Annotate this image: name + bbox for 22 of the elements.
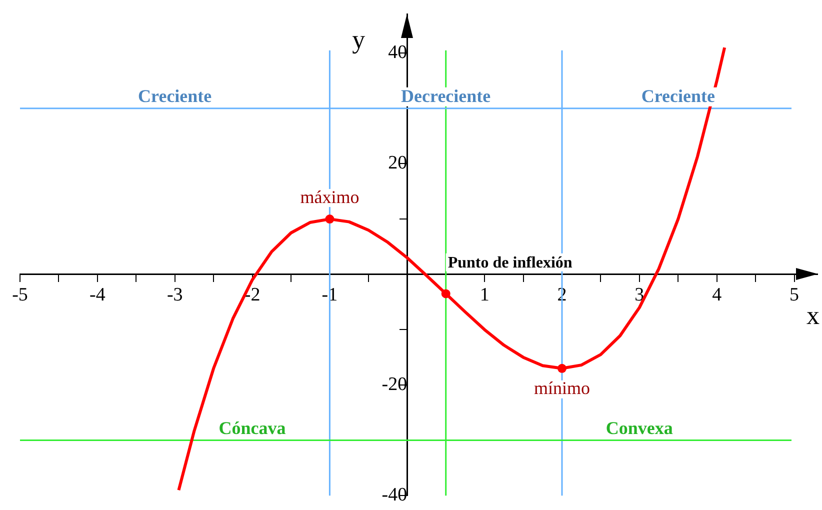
- y-tick-label: -40: [382, 484, 408, 506]
- annotation: Cóncava: [218, 418, 286, 438]
- annotation: Creciente: [641, 86, 715, 106]
- x-tick-label: 5: [790, 284, 800, 306]
- x-tick-label: -2: [244, 284, 260, 306]
- annotation: Decreciente: [401, 86, 491, 106]
- y-tick-label: -20: [382, 374, 408, 395]
- annotation: Punto de inflexión: [448, 254, 572, 272]
- x-tick-label: 4: [712, 284, 722, 306]
- annotation: Convexa: [606, 418, 673, 438]
- annotation: mínimo: [534, 378, 590, 398]
- x-tick-label: -5: [12, 284, 28, 306]
- y-axis-title: y: [352, 25, 366, 54]
- annotation: Creciente: [138, 86, 212, 106]
- x-tick-label: -3: [166, 284, 183, 306]
- x-axis-title: x: [806, 301, 820, 330]
- x-tick-label: 3: [634, 284, 644, 306]
- annotation: máximo: [300, 186, 360, 207]
- x-tick-label: 1: [480, 284, 490, 306]
- x-tick-label: -4: [90, 284, 106, 306]
- y-tick-label: 40: [388, 42, 408, 64]
- y-tick-label: 20: [388, 152, 408, 174]
